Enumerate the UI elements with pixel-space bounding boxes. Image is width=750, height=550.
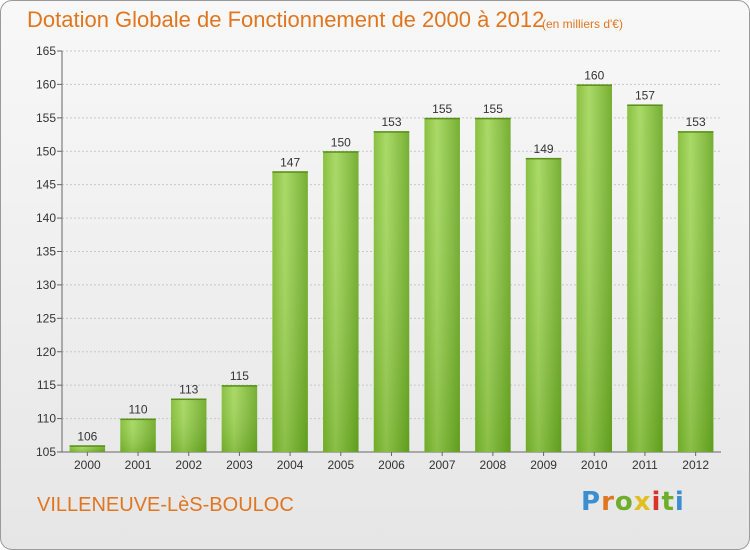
y-tick-label: 120 [36, 345, 56, 359]
proxiti-logo: Proxiti [581, 487, 685, 517]
bar-shade [373, 131, 410, 452]
x-tick-label: 2006 [378, 458, 405, 472]
bar-top-edge [69, 445, 106, 447]
data-label: 147 [280, 155, 300, 169]
bar-shade [677, 131, 714, 452]
bar-shade [323, 151, 359, 452]
y-tick-label: 145 [36, 178, 56, 192]
y-tick-label: 155 [36, 111, 56, 125]
bar-shade [170, 398, 207, 452]
x-tick-label: 2008 [480, 458, 507, 472]
bars [69, 84, 714, 453]
bar-shade [475, 117, 511, 452]
x-tick-label: 2002 [175, 458, 202, 472]
y-tick-label: 130 [36, 278, 56, 292]
chart-title: Dotation Globale de Fonctionnement de 20… [27, 7, 545, 32]
bar-top-edge [373, 131, 410, 133]
data-label: 153 [381, 115, 401, 129]
data-label: 155 [483, 102, 503, 116]
bar-top-edge [576, 84, 613, 86]
y-tick-label: 150 [36, 144, 56, 158]
axes: 105 110 115 120 125 130 135 140 145 150 155 160 165 2… [36, 44, 721, 472]
y-tick-label: 110 [37, 412, 56, 426]
data-labels: 106 110 113 115 147 150 153 155 155 149 160 157 153 [77, 68, 706, 443]
x-tick-label: 2009 [530, 458, 557, 472]
x-tick-label: 2012 [682, 458, 709, 472]
bar-top-edge [475, 117, 511, 120]
bar-top-edge [627, 104, 663, 106]
bar-top-edge [221, 385, 258, 387]
y-tick-label: 140 [36, 211, 56, 225]
data-label: 110 [128, 403, 147, 417]
bar-top-edge [424, 117, 460, 120]
bar-top-edge [525, 157, 562, 160]
x-tick-label: 2010 [581, 458, 608, 472]
bar-top-edge [323, 151, 359, 153]
bar-group [69, 445, 106, 452]
bar-top-edge [272, 171, 308, 173]
data-label: 160 [584, 68, 604, 82]
x-tick-label: 2011 [632, 458, 658, 472]
y-tick-label: 135 [36, 245, 56, 259]
bar-group [475, 117, 511, 452]
bar-shade [576, 84, 613, 453]
data-label: 153 [686, 115, 706, 129]
bar-shade [221, 385, 258, 452]
chart-subtitle: (en milliers d'€) [542, 17, 623, 31]
bar-group [221, 385, 258, 452]
bar-top-edge [677, 131, 714, 133]
data-label: 113 [179, 383, 198, 397]
bar-group [677, 131, 714, 452]
bar-shade [525, 157, 562, 452]
bar-shade [120, 418, 156, 452]
bar-group [120, 418, 156, 452]
x-tick-label: 2004 [277, 458, 304, 472]
bar-shade [627, 104, 663, 452]
x-tick-label: 2005 [327, 458, 354, 472]
bar-group [170, 398, 207, 452]
data-label: 115 [230, 369, 249, 383]
bar-group [373, 131, 410, 452]
bar-top-edge [170, 398, 207, 401]
data-label: 155 [432, 102, 452, 116]
bar-shade [424, 117, 460, 452]
data-label: 106 [77, 429, 97, 443]
data-label: 149 [534, 142, 554, 156]
bar-group [323, 151, 359, 452]
bar-shade [272, 171, 308, 453]
bar-group [627, 104, 663, 452]
bar-group [424, 117, 460, 452]
x-tick-label: 2000 [74, 458, 101, 472]
y-tick-label: 125 [36, 311, 56, 325]
x-tick-label: 2003 [226, 458, 253, 472]
bar-group [272, 171, 308, 453]
y-tick-label: 115 [37, 378, 56, 392]
bar-group [525, 157, 562, 452]
data-label: 150 [331, 135, 351, 149]
y-tick-label: 165 [36, 44, 56, 58]
bar-shade [69, 445, 106, 452]
x-tick-label: 2007 [429, 458, 456, 472]
y-tick-label: 160 [36, 77, 56, 91]
x-tick-label: 2001 [125, 458, 152, 472]
data-label: 157 [635, 88, 655, 102]
bar-top-edge [120, 418, 156, 421]
bar-group [576, 84, 613, 453]
y-tick-label: 105 [36, 445, 56, 459]
commune-name: VILLENEUVE-LèS-BOULOC [37, 494, 294, 516]
